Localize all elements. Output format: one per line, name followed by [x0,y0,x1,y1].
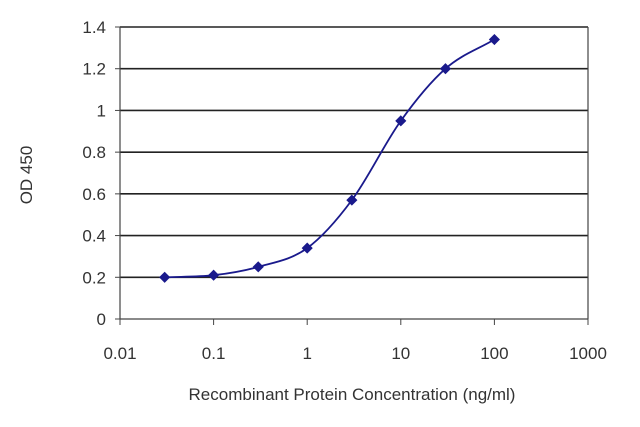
axes [115,26,589,325]
x-tick-labels: 0.01 0.1 1 10 100 1000 [103,344,606,363]
y-tick-label: 1.4 [82,18,106,37]
fit-curve [164,38,495,279]
y-tick-labels: 0 0.2 0.4 0.6 0.8 1 1.2 1.4 [82,18,106,329]
y-axis-title: OD 450 [17,146,36,205]
x-tick-label: 0.1 [202,344,226,363]
data-points [159,33,500,283]
x-axis-title: Recombinant Protein Concentration (ng/ml… [189,385,516,404]
x-tick-label: 100 [480,344,508,363]
y-tick-label: 1 [97,101,106,120]
x-tick-label: 10 [391,344,410,363]
data-point [439,63,452,75]
x-tick-label: 1 [302,344,311,363]
data-point [301,242,313,254]
y-tick-label: 0 [97,310,106,329]
y-tick-label: 0.6 [82,185,106,204]
data-point [252,261,264,273]
y-tick-label: 1.2 [82,60,106,79]
data-point [395,115,407,127]
data-point [208,269,220,281]
data-point [346,194,358,206]
x-tick-label: 1000 [569,344,607,363]
x-tick-label: 0.01 [103,344,136,363]
data-point [488,33,500,46]
grid-lines [120,26,588,279]
y-tick-label: 0.4 [82,227,106,246]
fit-curve-layer [164,38,495,279]
y-tick-label: 0.8 [82,143,106,162]
y-tick-label: 0.2 [82,268,106,287]
data-point [159,271,171,283]
